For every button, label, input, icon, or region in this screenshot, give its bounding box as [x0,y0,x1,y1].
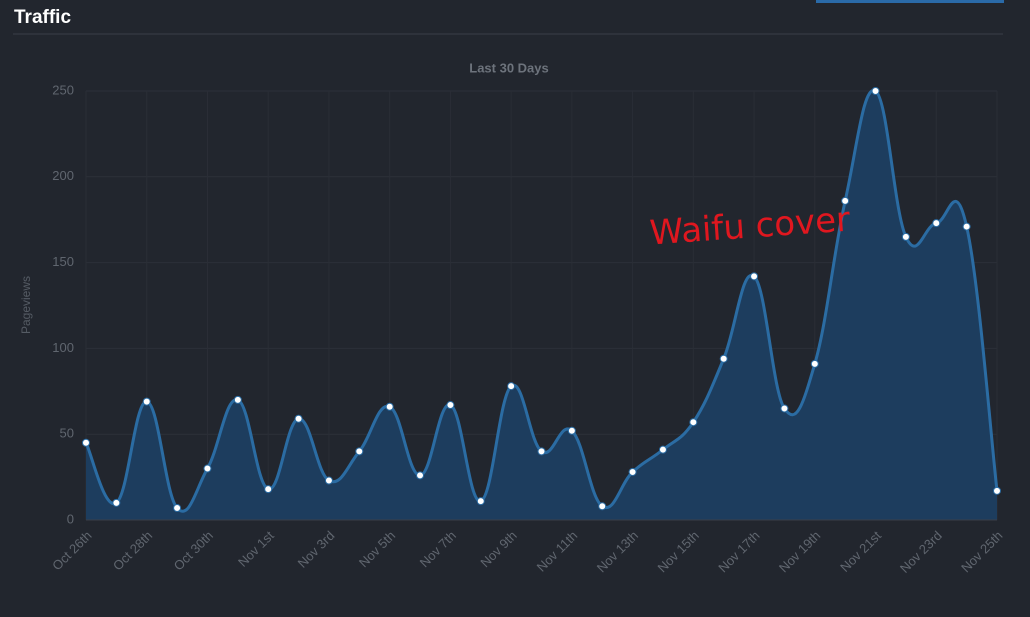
point [446,401,455,410]
x-tick-label: Nov 5th [356,528,398,570]
x-tick-label: Nov 21st [837,528,884,575]
point [476,497,485,506]
y-tick-label: 250 [52,82,74,97]
point [962,222,971,231]
x-tick-label: Nov 7th [417,528,459,570]
point [810,359,819,368]
point [385,402,394,411]
point [355,447,364,456]
x-tick-label: Oct 30th [171,528,216,573]
x-tick-label: Nov 9th [477,528,519,570]
point [658,445,667,454]
y-tick-label: 100 [52,340,74,355]
point [203,464,212,473]
point [537,447,546,456]
tab-indicator [816,0,1004,3]
point [750,272,759,281]
y-tick-label: 0 [67,511,74,526]
point [841,196,850,205]
x-tick-label: Oct 28th [110,528,155,573]
x-tick-label: Nov 13th [594,528,641,575]
point [264,485,273,494]
point [142,397,151,406]
chart-title: Last 30 Days [469,60,549,75]
point [780,404,789,413]
point [294,414,303,423]
point [82,438,90,447]
point [598,502,607,511]
x-tick-label: Oct 26th [49,528,94,573]
panel-title: Traffic [14,7,71,28]
x-tick-label: Nov 25th [958,528,1005,575]
point [324,476,333,485]
y-tick-label: 50 [60,426,74,441]
x-tick-label: Nov 17th [715,528,762,575]
point [233,395,242,404]
y-axis-label: Pageviews [19,276,33,334]
point [173,503,182,512]
y-tick-label: 200 [52,168,74,183]
point [112,498,121,507]
annotation: Waifu cover [648,200,851,254]
point [628,467,637,476]
x-tick-label: Nov 11th [534,528,581,575]
point [567,426,576,435]
point [993,486,1001,495]
x-tick-label: Nov 1st [235,528,277,570]
x-tick-label: Nov 3rd [295,528,338,571]
x-tick-label: Nov 23rd [897,528,945,576]
area [86,90,997,520]
point [871,87,880,95]
point [689,418,698,427]
x-tick-label: Nov 19th [776,528,823,575]
y-tick-label: 150 [52,254,74,269]
point [932,219,941,228]
point [901,232,910,241]
point [416,471,425,480]
point [507,382,516,391]
x-tick-label: Nov 15th [654,528,701,575]
point [719,354,728,363]
